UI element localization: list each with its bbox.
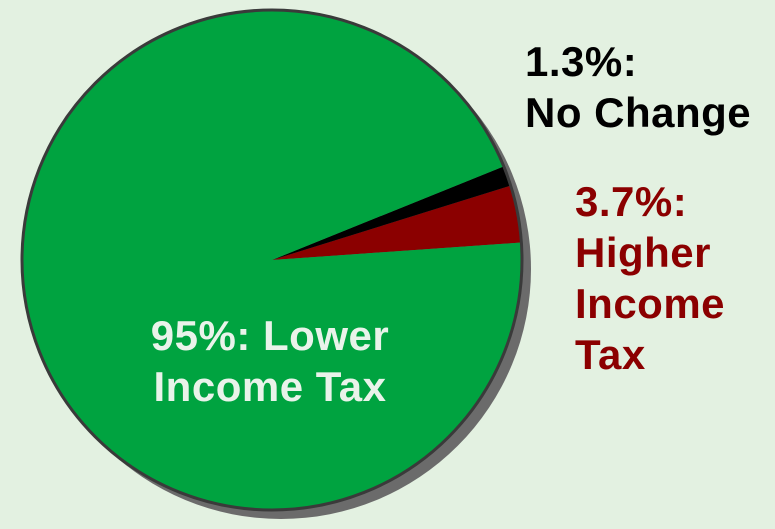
- pie-slices: [21, 9, 522, 510]
- label-no-change-line-2: No Change: [525, 89, 752, 136]
- pie-outline: [20, 8, 524, 512]
- label-higher-line-1: 3.7%:: [575, 178, 688, 225]
- label-higher-line-3: Income: [575, 280, 726, 327]
- label-no-change: 1.3%: No Change: [525, 36, 751, 138]
- pie-slice-higher-income-tax: [272, 185, 522, 260]
- label-higher-income-tax: 3.7%: Higher Income Tax: [575, 176, 725, 380]
- pie-slice-no-change: [272, 166, 511, 260]
- label-lower-income-tax: 95%: Lower Income Tax: [60, 310, 480, 412]
- label-lower-line-2: Income Tax: [153, 363, 387, 410]
- label-higher-line-4: Tax: [575, 331, 646, 378]
- label-higher-line-2: Higher: [575, 229, 712, 276]
- pie-slice-lower-income-tax: [21, 9, 522, 510]
- label-lower-line-1: 95%: Lower: [150, 312, 390, 359]
- label-no-change-line-1: 1.3%:: [525, 38, 638, 85]
